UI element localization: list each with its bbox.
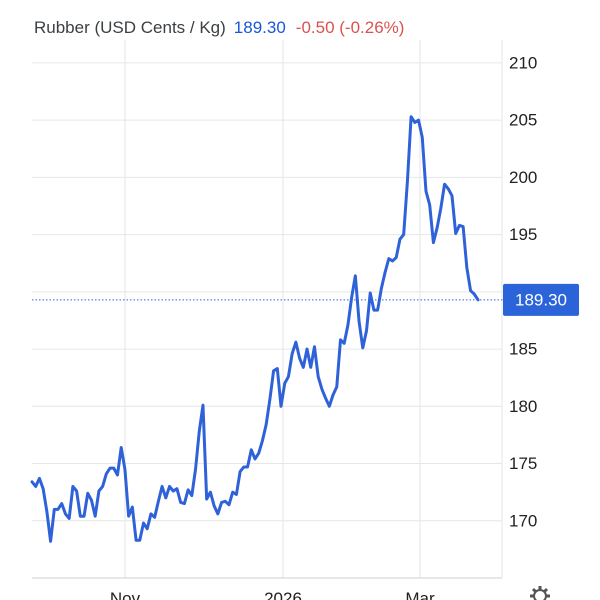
grid bbox=[32, 40, 503, 579]
last-value-label: 189.30 bbox=[515, 290, 567, 309]
y-tick-label: 175 bbox=[509, 454, 537, 473]
y-tick-label: 180 bbox=[509, 397, 537, 416]
x-tick-label: Mar bbox=[405, 589, 435, 600]
last-value-badge-bg bbox=[503, 283, 579, 316]
settings-gear-icon[interactable] bbox=[530, 586, 550, 600]
price-change: -0.50 (-0.26%) bbox=[295, 18, 405, 37]
y-tick-label: 185 bbox=[509, 340, 537, 359]
instrument-name: Rubber (USD Cents / Kg) bbox=[34, 18, 226, 37]
y-tick-label: 205 bbox=[509, 111, 537, 130]
y-tick-label: 195 bbox=[509, 225, 537, 244]
last-value-badge: 189.30 bbox=[503, 283, 579, 316]
gear-icon bbox=[533, 589, 547, 600]
y-tick-label: 170 bbox=[509, 511, 537, 530]
current-price: 189.30 bbox=[233, 18, 286, 37]
y-tick-label: 200 bbox=[509, 168, 537, 187]
y-tick-label: 210 bbox=[509, 53, 537, 72]
x-axis: Nov 2026 Mar bbox=[110, 589, 435, 600]
series-line[interactable] bbox=[30, 115, 480, 543]
x-tick-label: 2026 bbox=[264, 589, 302, 600]
chart-header: Rubber (USD Cents / Kg) 189.30 -0.50 (-0.2… bbox=[34, 18, 404, 38]
x-tick-label: Nov bbox=[110, 589, 141, 600]
